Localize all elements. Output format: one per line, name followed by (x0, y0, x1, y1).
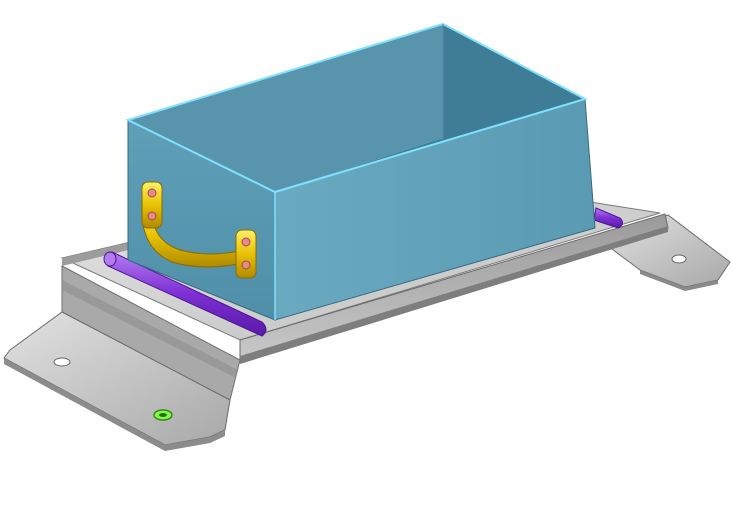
screw-3 (241, 237, 251, 247)
screw-1 (147, 188, 157, 198)
rails[interactable] (103, 207, 624, 337)
bin-rim (125, 22, 588, 194)
bin[interactable] (125, 22, 596, 321)
rail-right (593, 207, 624, 229)
handle-bracket-right (235, 229, 257, 279)
tray-right-flange-edge (640, 270, 718, 291)
screw-4 (241, 260, 251, 270)
mounting-hole-right (671, 254, 687, 264)
handle[interactable] (141, 181, 257, 279)
screw-2 (147, 211, 157, 221)
mounting-hole-left (53, 357, 71, 367)
handle-bracket-left (141, 181, 163, 229)
